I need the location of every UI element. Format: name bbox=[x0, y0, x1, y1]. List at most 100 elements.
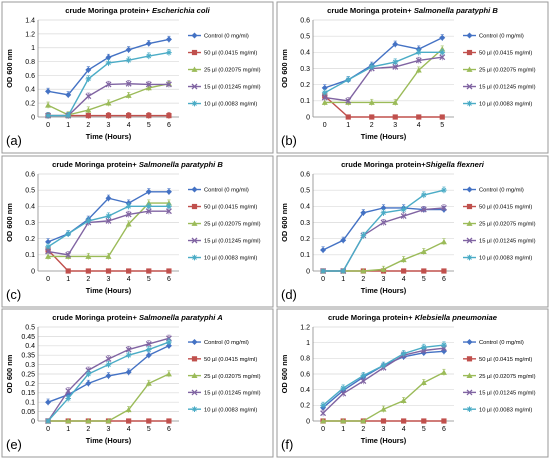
chart-panel-c: crude Moringa protein+ Salmonella paraty… bbox=[1, 155, 274, 308]
legend-label: 15 µl (0.01245 mg/ml) bbox=[204, 239, 261, 245]
x-axis-label: Time (Hours) bbox=[361, 132, 407, 141]
data-point bbox=[105, 253, 112, 259]
x-tick-label: 3 bbox=[393, 122, 397, 129]
y-tick-label: 0.5 bbox=[300, 188, 310, 195]
legend-swatch-marker bbox=[191, 66, 198, 72]
legend-label: 15 µl (0.01245 mg/ml) bbox=[204, 391, 261, 397]
x-tick-label: 3 bbox=[382, 426, 386, 433]
data-point bbox=[45, 418, 51, 424]
data-point bbox=[392, 59, 399, 65]
data-point bbox=[320, 246, 327, 253]
data-point bbox=[320, 418, 327, 424]
y-tick-label: 0.3 bbox=[300, 66, 310, 73]
legend-swatch-marker bbox=[466, 203, 473, 210]
data-point bbox=[146, 418, 152, 424]
data-point bbox=[392, 99, 399, 105]
legend-label: Control (0 mg/ml) bbox=[479, 34, 524, 40]
legend-swatch-marker bbox=[466, 389, 473, 396]
data-point bbox=[415, 67, 422, 73]
legend-swatch-marker bbox=[466, 237, 473, 244]
y-tick-label: 0.5 bbox=[25, 324, 35, 331]
data-point bbox=[145, 53, 152, 59]
y-tick-label: 0.45 bbox=[21, 334, 35, 341]
x-tick-label: 2 bbox=[86, 122, 90, 129]
legend-swatch-marker bbox=[466, 356, 473, 362]
panel-frame bbox=[276, 1, 549, 154]
data-point bbox=[125, 346, 132, 353]
data-point bbox=[145, 40, 152, 47]
legend-swatch-marker bbox=[191, 220, 198, 226]
legend-swatch-marker bbox=[466, 220, 473, 226]
panel-letter: (e) bbox=[6, 437, 22, 452]
y-tick-label: 0 bbox=[306, 418, 310, 425]
data-point bbox=[380, 210, 387, 216]
y-tick-label: 0.6 bbox=[300, 371, 310, 378]
x-tick-label: 1 bbox=[346, 122, 350, 129]
legend-swatch-marker bbox=[191, 100, 198, 107]
data-point bbox=[439, 114, 445, 120]
data-point bbox=[85, 66, 92, 73]
legend-swatch-marker bbox=[191, 254, 198, 261]
data-point bbox=[126, 418, 132, 424]
legend-label: Control (0 mg/ml) bbox=[479, 340, 524, 346]
data-point bbox=[125, 203, 132, 210]
data-point bbox=[85, 268, 91, 274]
x-tick-label: 2 bbox=[361, 276, 365, 283]
legend-swatch-marker bbox=[466, 49, 473, 56]
legend-swatch-marker bbox=[466, 100, 473, 107]
legend-swatch-marker bbox=[191, 372, 198, 379]
data-point bbox=[165, 36, 172, 43]
series-line bbox=[324, 95, 443, 118]
panel-frame bbox=[1, 155, 274, 308]
chart-panel-d: crude Moringa protein+Shigella flexneri 0… bbox=[276, 155, 549, 308]
chart-title-organism: Salmonella paratyphi A bbox=[139, 313, 223, 322]
legend-label: 50 µl (0.0415 mg/ml) bbox=[204, 205, 257, 211]
panel-frame bbox=[1, 308, 274, 458]
x-tick-label: 2 bbox=[86, 426, 90, 433]
chart-title-prefix: crude Moringa protein+ bbox=[327, 6, 414, 15]
data-point bbox=[146, 113, 152, 119]
x-axis-label: Time (Hours) bbox=[86, 286, 132, 295]
data-point bbox=[45, 112, 51, 119]
y-tick-label: 0.8 bbox=[25, 59, 35, 66]
data-point bbox=[45, 253, 52, 259]
x-tick-label: 4 bbox=[127, 276, 131, 283]
y-tick-label: 0.6 bbox=[300, 171, 310, 178]
x-tick-label: 1 bbox=[66, 426, 70, 433]
data-point bbox=[85, 218, 92, 224]
data-point bbox=[400, 206, 407, 213]
data-point bbox=[126, 113, 132, 119]
legend-label: Control (0 mg/ml) bbox=[204, 188, 249, 194]
legend-label: 25 µl (0.02075 mg/ml) bbox=[204, 374, 261, 380]
y-tick-label: 1.2 bbox=[300, 324, 310, 331]
panel-frame bbox=[276, 155, 549, 308]
data-point bbox=[85, 107, 92, 113]
y-tick-label: 0.2 bbox=[300, 403, 310, 410]
legend-label: Control (0 mg/ml) bbox=[479, 188, 524, 194]
data-point bbox=[105, 213, 112, 219]
x-tick-label: 6 bbox=[442, 426, 446, 433]
data-point bbox=[165, 371, 172, 377]
chart-title: crude Moringa protein+ Salmonella paraty… bbox=[327, 6, 498, 15]
chart-title-prefix: crude Moringa protein+ bbox=[65, 6, 152, 15]
series-line bbox=[324, 56, 443, 102]
x-tick-label: 5 bbox=[147, 122, 151, 129]
legend-swatch-marker bbox=[466, 372, 473, 379]
chart-title: crude Moringa protein+ Salmonella paraty… bbox=[52, 160, 223, 169]
data-point bbox=[105, 113, 112, 119]
data-point bbox=[145, 352, 152, 359]
y-tick-label: 1 bbox=[306, 340, 310, 347]
x-axis-label: Time (Hours) bbox=[86, 436, 132, 445]
data-point bbox=[360, 418, 367, 424]
legend-swatch-marker bbox=[466, 32, 473, 39]
data-point bbox=[65, 268, 71, 274]
y-tick-label: 0.6 bbox=[300, 17, 310, 24]
data-point bbox=[441, 418, 447, 424]
y-tick-label: 0.2 bbox=[300, 82, 310, 89]
data-point bbox=[345, 97, 352, 104]
data-point bbox=[65, 418, 72, 424]
x-tick-label: 6 bbox=[167, 122, 171, 129]
data-point bbox=[105, 60, 112, 66]
legend-label: 50 µl (0.0415 mg/ml) bbox=[204, 51, 257, 57]
data-point bbox=[440, 369, 447, 375]
